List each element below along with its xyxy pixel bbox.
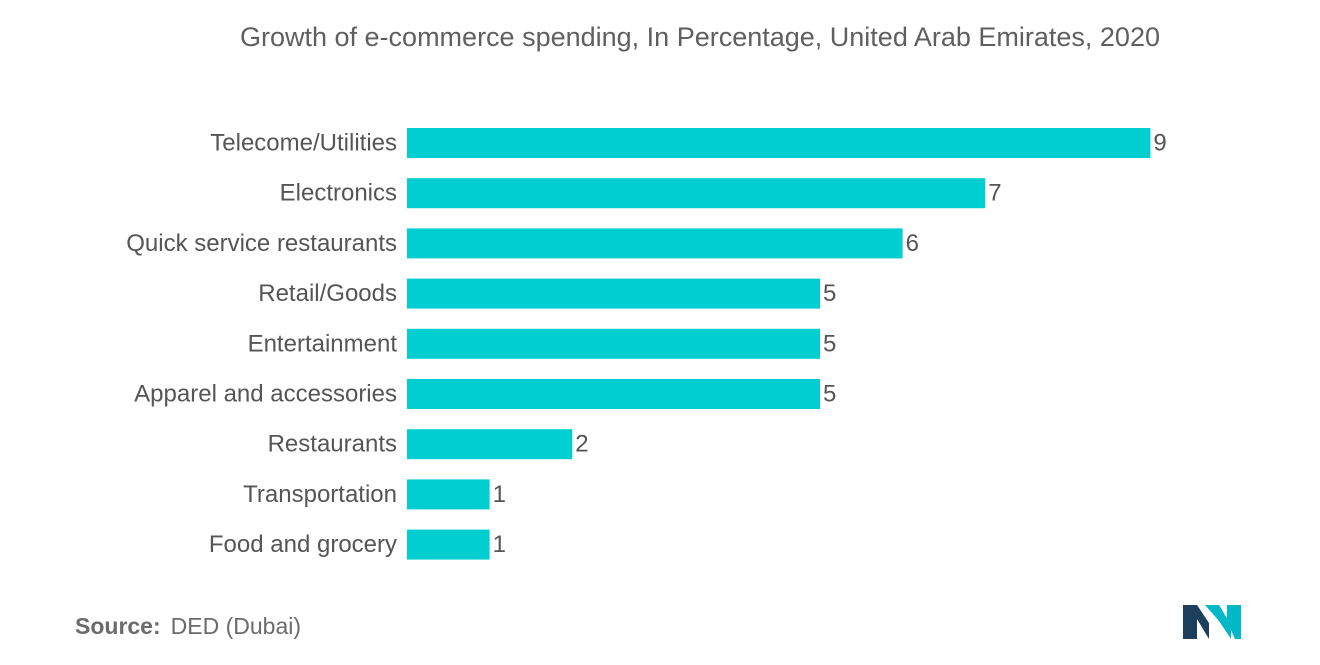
value-label: 7 (988, 180, 1001, 207)
category-label: Retail/Goods (258, 280, 397, 307)
category-label: Quick service restaurants (126, 230, 397, 257)
bar (407, 128, 1151, 158)
bar (407, 178, 986, 209)
bar (407, 379, 820, 409)
source-value: DED (Dubai) (170, 613, 302, 639)
bar (407, 529, 490, 560)
bar (407, 278, 820, 309)
category-label: Entertainment (248, 330, 398, 357)
value-label: 2 (575, 431, 588, 458)
bar (407, 479, 490, 510)
value-label: 5 (823, 330, 836, 357)
category-label: Telecome/Utilities (210, 130, 397, 157)
value-label: 1 (493, 481, 506, 508)
chart-title: Growth of e-commerce spending, In Percen… (240, 22, 1160, 52)
value-label: 6 (906, 230, 919, 257)
category-label: Apparel and accessories (134, 381, 397, 408)
bar (407, 228, 903, 259)
source-note: Source: DED (Dubai) (75, 613, 301, 640)
bar (407, 328, 820, 359)
bar (407, 429, 573, 460)
category-label: Transportation (243, 481, 397, 508)
source-label: Source: (75, 613, 161, 639)
value-label: 5 (823, 381, 836, 408)
value-label: 9 (1153, 130, 1166, 157)
value-label: 1 (493, 531, 506, 558)
category-label: Food and grocery (209, 531, 397, 558)
mordor-intelligence-logo-icon (1183, 605, 1241, 639)
category-label: Electronics (280, 180, 397, 207)
value-label: 5 (823, 280, 836, 307)
category-label: Restaurants (268, 431, 397, 458)
